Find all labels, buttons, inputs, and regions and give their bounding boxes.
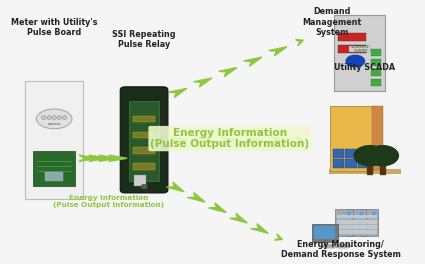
FancyBboxPatch shape [330,106,373,171]
Polygon shape [251,224,268,233]
Bar [363,225,376,228]
Text: ooeoo: ooeoo [48,122,61,126]
Polygon shape [79,155,97,162]
Bar [337,225,351,228]
FancyBboxPatch shape [333,159,344,168]
FancyBboxPatch shape [346,159,357,168]
Ellipse shape [37,109,72,129]
Bar [337,215,351,217]
Ellipse shape [42,116,46,119]
Bar [363,215,376,217]
Polygon shape [220,137,238,143]
Circle shape [360,212,363,214]
FancyBboxPatch shape [334,15,385,91]
Ellipse shape [57,116,61,119]
Polygon shape [244,57,262,66]
Polygon shape [270,137,289,143]
FancyBboxPatch shape [33,151,75,186]
FancyBboxPatch shape [371,59,381,66]
Circle shape [141,185,147,188]
Bar [350,215,363,217]
Bar [350,230,363,233]
Polygon shape [245,137,264,143]
Polygon shape [219,68,237,77]
Text: Utility SCADA: Utility SCADA [334,63,396,72]
FancyBboxPatch shape [133,132,155,138]
FancyBboxPatch shape [45,172,63,181]
Ellipse shape [322,245,339,248]
Polygon shape [195,137,213,143]
Polygon shape [89,155,107,162]
Ellipse shape [52,116,56,119]
FancyBboxPatch shape [333,149,344,158]
Circle shape [367,146,398,166]
Polygon shape [109,155,127,162]
Text: Demand
Management
System: Demand Management System [303,7,362,37]
Text: ◄ ENERGY
  SENTRY: ◄ ENERGY SENTRY [351,45,368,53]
FancyBboxPatch shape [346,149,357,158]
FancyBboxPatch shape [134,175,146,186]
FancyBboxPatch shape [133,116,155,122]
FancyBboxPatch shape [338,45,366,53]
Bar [368,159,372,174]
Ellipse shape [62,116,67,119]
Bar [380,159,385,174]
Bar [363,230,376,233]
FancyBboxPatch shape [371,49,381,56]
FancyBboxPatch shape [120,87,168,193]
Polygon shape [194,78,212,87]
FancyBboxPatch shape [360,209,378,236]
Polygon shape [167,182,184,192]
Bar [350,220,363,223]
Polygon shape [187,192,205,202]
Circle shape [346,55,365,67]
FancyBboxPatch shape [338,33,366,41]
FancyBboxPatch shape [26,81,83,199]
FancyBboxPatch shape [312,224,338,242]
FancyBboxPatch shape [372,106,383,170]
Polygon shape [169,88,187,97]
FancyBboxPatch shape [358,159,369,168]
Text: Meter with Utility's
Pulse Board: Meter with Utility's Pulse Board [11,18,97,37]
Bar [363,220,376,223]
Text: Energy Monitoring/
Demand Response System: Energy Monitoring/ Demand Response Syste… [281,240,401,259]
Polygon shape [99,155,117,162]
Bar [350,225,363,228]
FancyBboxPatch shape [371,69,381,76]
Ellipse shape [47,116,51,119]
Polygon shape [230,213,247,223]
FancyBboxPatch shape [358,149,369,158]
Polygon shape [209,203,226,213]
FancyBboxPatch shape [335,209,353,236]
Ellipse shape [334,245,351,248]
FancyBboxPatch shape [347,209,366,236]
FancyBboxPatch shape [329,169,401,174]
Circle shape [354,146,386,166]
FancyBboxPatch shape [348,46,370,52]
FancyBboxPatch shape [133,163,155,169]
Bar [337,230,351,233]
FancyBboxPatch shape [371,79,381,86]
FancyBboxPatch shape [133,148,155,154]
FancyBboxPatch shape [130,101,159,181]
Circle shape [372,212,376,214]
Text: SSI Repeating
Pulse Relay: SSI Repeating Pulse Relay [112,30,176,49]
FancyBboxPatch shape [314,226,335,239]
Text: Energy Information
(Pulse Output Information): Energy Information (Pulse Output Informa… [53,195,164,208]
Text: Energy Information
(Pulse Output Information): Energy Information (Pulse Output Informa… [150,128,309,149]
Polygon shape [269,47,287,56]
Bar [337,220,351,223]
Circle shape [347,212,351,214]
Polygon shape [170,137,188,143]
